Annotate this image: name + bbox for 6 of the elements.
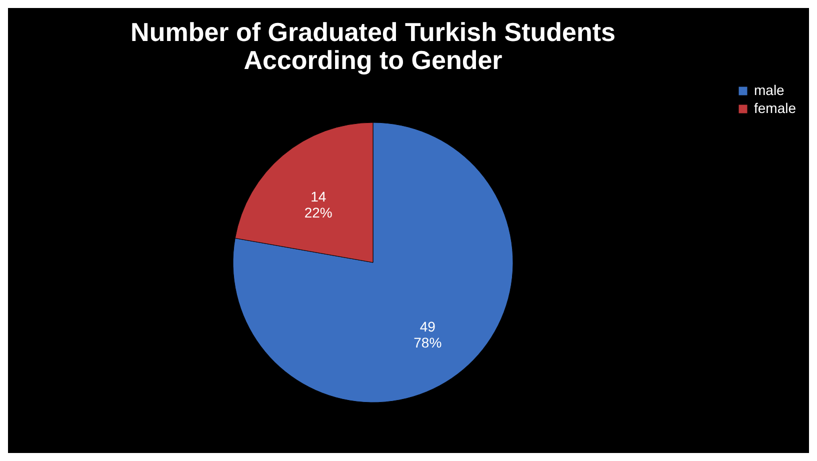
data-label: 49 78% [414, 318, 442, 351]
data-label: 14 22% [304, 188, 332, 220]
legend-label: male [754, 82, 785, 98]
legend-label: female [754, 100, 796, 116]
pie-slice [232, 122, 514, 403]
chart-title: Number of Graduated Turkish Students According to Gender [130, 17, 616, 75]
